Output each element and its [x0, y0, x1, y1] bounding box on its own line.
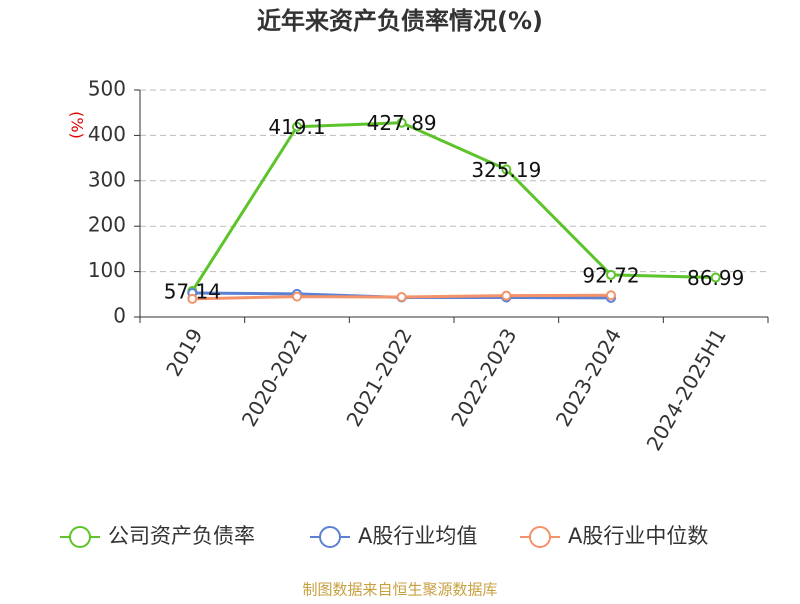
chart-title: 近年来资产负债率情况(%) — [257, 7, 543, 35]
point — [501, 164, 512, 175]
data-label: 427.89 — [367, 111, 437, 135]
y-tick-label: 300 — [88, 167, 126, 191]
y-tick-label: 0 — [113, 304, 126, 328]
data-label: 92.72 — [582, 263, 639, 287]
legend-label: 公司资产负债率 — [108, 524, 255, 548]
point — [292, 291, 302, 302]
x-tick-label: 2023-2024 — [551, 324, 626, 430]
legend-marker — [529, 526, 551, 548]
y-tick-label: 500 — [88, 77, 126, 101]
point — [396, 117, 407, 128]
point — [710, 272, 721, 283]
y-tick-label: 200 — [88, 213, 126, 237]
point — [606, 290, 616, 301]
point — [292, 121, 302, 132]
y-axis-label: (%) — [68, 111, 87, 139]
x-tick-label: 2024-2025H1 — [642, 324, 731, 454]
series-line — [191, 121, 716, 292]
y-tick-label: 100 — [88, 258, 126, 282]
point — [606, 269, 616, 280]
legend-marker — [69, 526, 91, 548]
legend-label: A股行业均值 — [358, 524, 477, 548]
source-note: 制图数据来自恒生聚源数据库 — [302, 581, 497, 599]
point — [396, 292, 407, 303]
data-label: 86.99 — [687, 266, 744, 290]
legend-label: A股行业中位数 — [568, 524, 708, 548]
data-label: 325.19 — [471, 158, 541, 182]
x-tick-label: 2021-2022 — [341, 324, 416, 430]
x-tick-label: 2022-2023 — [446, 324, 521, 430]
x-tick-label: 2019 — [161, 324, 207, 380]
point — [501, 290, 512, 301]
data-label: 419.1 — [268, 115, 325, 139]
x-tick-label: 2020-2021 — [237, 324, 312, 430]
legend-marker — [319, 526, 341, 548]
point — [187, 293, 198, 304]
y-tick-label: 400 — [88, 122, 126, 146]
